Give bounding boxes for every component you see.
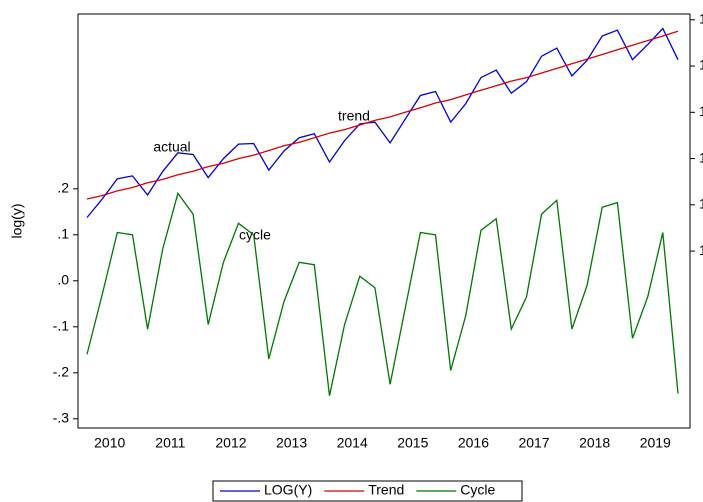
y-tick-label: .2 bbox=[57, 180, 69, 196]
y-tick-label: .1 bbox=[57, 226, 69, 242]
annotation: cycle bbox=[239, 227, 271, 243]
y2-tick-label: 13.2 bbox=[699, 103, 703, 119]
series-line bbox=[86, 30, 679, 200]
legend-label: LOG(Y) bbox=[264, 482, 312, 498]
plot-frame bbox=[77, 13, 691, 429]
y-axis-label: log(y) bbox=[9, 203, 25, 238]
legend-label: Trend bbox=[368, 482, 404, 498]
y2-tick-label: 12.0 bbox=[699, 242, 703, 258]
y-tick-label: -.2 bbox=[53, 364, 70, 380]
x-tick-label: 2014 bbox=[337, 435, 368, 451]
legend-label: Cycle bbox=[460, 482, 495, 498]
x-tick-label: 2019 bbox=[640, 435, 671, 451]
y-tick-label: -.1 bbox=[53, 318, 70, 334]
y2-tick-label: 12.8 bbox=[699, 149, 703, 165]
y2-tick-label: 13.6 bbox=[699, 57, 703, 73]
x-tick-label: 2015 bbox=[397, 435, 428, 451]
y-tick-label: -.3 bbox=[53, 410, 70, 426]
x-tick-label: 2011 bbox=[155, 435, 185, 451]
x-tick-label: 2010 bbox=[94, 435, 125, 451]
y2-tick-label: 12.4 bbox=[699, 196, 703, 212]
legend bbox=[212, 480, 523, 502]
annotation: actual bbox=[153, 139, 190, 155]
annotation: trend bbox=[338, 108, 370, 124]
series-line bbox=[86, 191, 679, 396]
x-tick-label: 2017 bbox=[518, 435, 549, 451]
series-line bbox=[86, 27, 679, 218]
y2-tick-label: 14.0 bbox=[699, 10, 703, 26]
x-tick-label: 2018 bbox=[579, 435, 610, 451]
x-tick-label: 2016 bbox=[458, 435, 489, 451]
y-tick-label: .0 bbox=[57, 272, 69, 288]
x-tick-label: 2013 bbox=[276, 435, 307, 451]
x-tick-label: 2012 bbox=[215, 435, 246, 451]
